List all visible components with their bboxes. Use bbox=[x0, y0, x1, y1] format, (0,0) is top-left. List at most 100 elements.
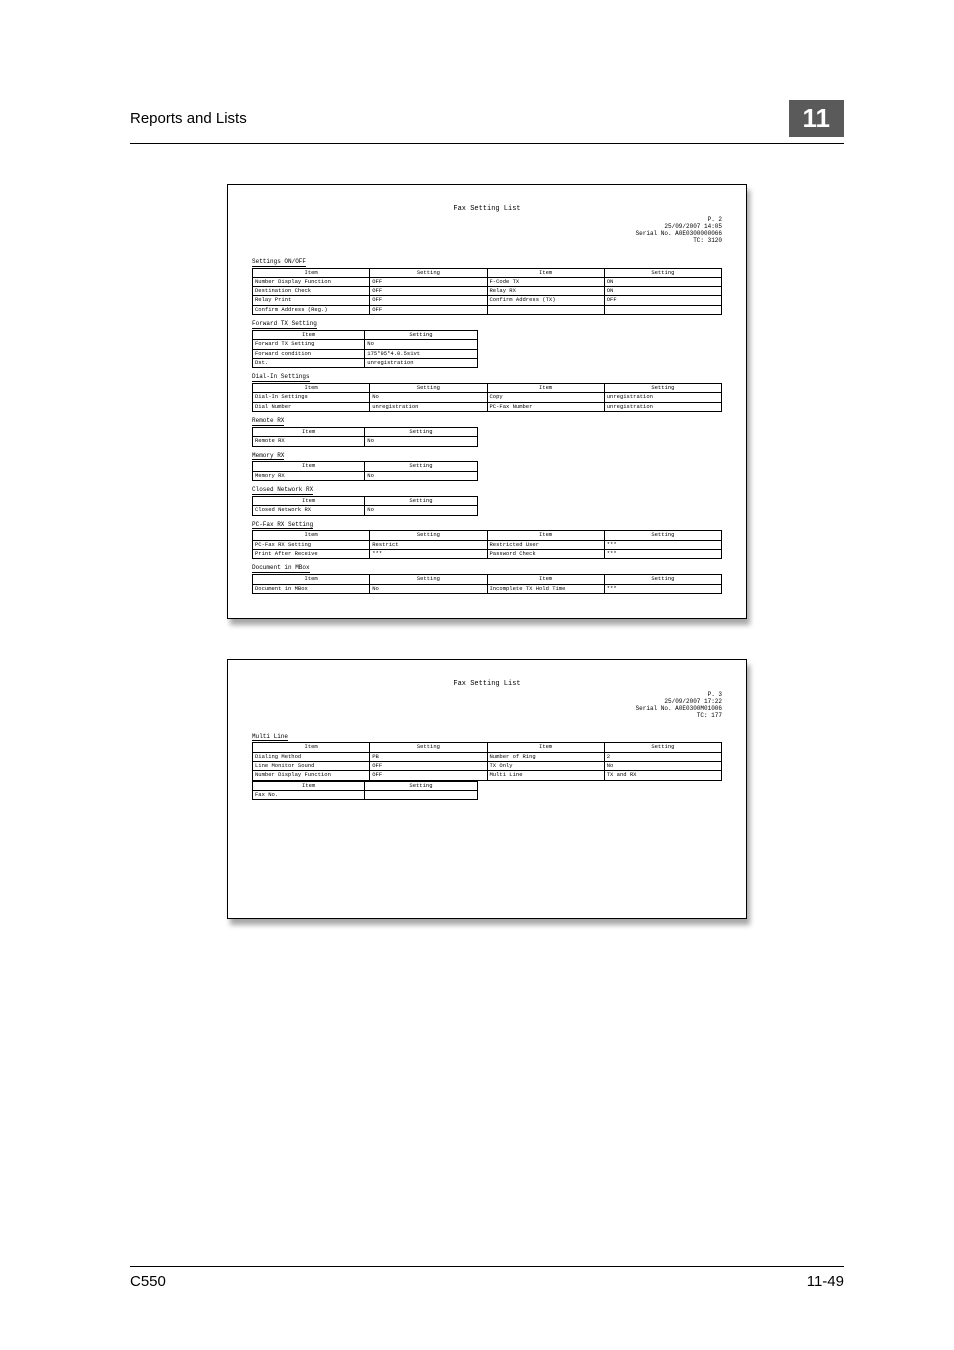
page-footer: C550 11-49 bbox=[130, 1266, 844, 1290]
column-header: Item bbox=[253, 384, 370, 393]
table-cell: Line Monitor Sound bbox=[253, 762, 370, 771]
table-cell: Confirm Address (Reg.) bbox=[253, 305, 370, 314]
table-cell: Closed Network RX bbox=[253, 506, 365, 515]
table-row: PC-Fax RX SettingRestrictRestricted User… bbox=[253, 540, 722, 549]
table-row: Line Monitor SoundOFFTX OnlyNo bbox=[253, 762, 722, 771]
table-cell: Dialing Method bbox=[253, 752, 370, 761]
table-row: Destination CheckOFFRelay RXON bbox=[253, 287, 722, 296]
table-cell bbox=[604, 305, 721, 314]
column-header: Item bbox=[253, 531, 370, 540]
table-row: Relay PrintOFFConfirm Address (TX)OFF bbox=[253, 296, 722, 305]
report2-section-label: Multi Line bbox=[252, 734, 288, 742]
report2-table: ItemSettingItemSettingDialing MethodPBNu… bbox=[252, 742, 722, 780]
table-cell: Multi Line bbox=[487, 771, 604, 780]
table-cell: Restrict bbox=[370, 540, 487, 549]
table-cell: Forward condition bbox=[253, 349, 365, 358]
table-cell: Document in MBox bbox=[253, 584, 370, 593]
report2-title: Fax Setting List bbox=[252, 680, 722, 688]
column-header: Setting bbox=[604, 575, 721, 584]
table-cell: OFF bbox=[370, 277, 487, 286]
column-header: Setting bbox=[365, 330, 477, 339]
table-row: Remote RXNo bbox=[253, 437, 478, 446]
table-cell: *** bbox=[604, 584, 721, 593]
table-cell: unregistration bbox=[370, 402, 487, 411]
table-cell: F-Code TX bbox=[487, 277, 604, 286]
table-cell: Dial Number bbox=[253, 402, 370, 411]
table-cell bbox=[365, 790, 477, 799]
column-header: Setting bbox=[365, 781, 477, 790]
column-header: Setting bbox=[365, 462, 477, 471]
table-cell: Memory RX bbox=[253, 471, 365, 480]
table-cell: No bbox=[370, 584, 487, 593]
table-row: Number Display FunctionOFFF-Code TXON bbox=[253, 277, 722, 286]
table-cell: Relay RX bbox=[487, 287, 604, 296]
table-row: Number Display FunctionOFFMulti LineTX a… bbox=[253, 771, 722, 780]
report1-meta: P. 2 25/09/2007 14:05 Serial No. A0E0300… bbox=[252, 217, 722, 245]
report1-section-label: Document in MBox bbox=[252, 565, 310, 573]
table-cell: Dial-In Settings bbox=[253, 393, 370, 402]
table-cell: ON bbox=[604, 287, 721, 296]
report1-table: ItemSettingClosed Network RXNo bbox=[252, 496, 478, 516]
column-header: Item bbox=[253, 427, 365, 436]
report2-table: ItemSettingFax No. bbox=[252, 781, 478, 801]
table-cell: Destination Check bbox=[253, 287, 370, 296]
table-cell: Fax No. bbox=[253, 790, 365, 799]
table-row: Print After Receive***Password Check*** bbox=[253, 550, 722, 559]
table-cell: *** bbox=[370, 550, 487, 559]
column-header: Item bbox=[253, 268, 370, 277]
table-cell: OFF bbox=[370, 762, 487, 771]
column-header: Item bbox=[487, 384, 604, 393]
column-header: Item bbox=[487, 743, 604, 752]
column-header: Setting bbox=[370, 384, 487, 393]
table-cell: Restricted User bbox=[487, 540, 604, 549]
fax-setting-list-p2: Fax Setting List P. 2 25/09/2007 14:05 S… bbox=[227, 184, 747, 619]
table-cell: 175*95*4.0.5s1vt bbox=[365, 349, 477, 358]
table-row: Document in MBoxNoIncomplete TX Hold Tim… bbox=[253, 584, 722, 593]
footer-model: C550 bbox=[130, 1273, 166, 1290]
table-cell: Password Check bbox=[487, 550, 604, 559]
column-header: Setting bbox=[365, 496, 477, 505]
column-header: Setting bbox=[370, 531, 487, 540]
table-cell: No bbox=[365, 506, 477, 515]
report1-section-label: Forward TX Setting bbox=[252, 321, 317, 329]
table-cell: OFF bbox=[370, 287, 487, 296]
report1-table: ItemSettingForward TX SettingNoForward c… bbox=[252, 330, 478, 368]
table-row: Dial-In SettingsNoCopyunregistration bbox=[253, 393, 722, 402]
table-cell: Forward TX Setting bbox=[253, 340, 365, 349]
column-header: Item bbox=[253, 743, 370, 752]
table-cell: unregistration bbox=[365, 358, 477, 367]
table-cell: OFF bbox=[370, 296, 487, 305]
table-cell: unregistration bbox=[604, 393, 721, 402]
table-cell: Print After Receive bbox=[253, 550, 370, 559]
column-header: Setting bbox=[604, 743, 721, 752]
report1-section-label: Remote RX bbox=[252, 418, 284, 426]
column-header: Item bbox=[487, 575, 604, 584]
report2-meta: P. 3 25/09/2007 17:22 Serial No. A0E0300… bbox=[252, 692, 722, 720]
table-cell: TX and RX bbox=[604, 771, 721, 780]
table-cell: No bbox=[370, 393, 487, 402]
table-cell bbox=[487, 305, 604, 314]
table-cell: OFF bbox=[604, 296, 721, 305]
table-cell: No bbox=[604, 762, 721, 771]
report1-section-label: Closed Network RX bbox=[252, 487, 313, 495]
table-cell: Number Display Function bbox=[253, 277, 370, 286]
table-cell: OFF bbox=[370, 305, 487, 314]
column-header: Item bbox=[253, 330, 365, 339]
report1-table: ItemSettingItemSettingDocument in MBoxNo… bbox=[252, 574, 722, 594]
header-title: Reports and Lists bbox=[130, 110, 247, 127]
page-header: Reports and Lists 11 bbox=[130, 100, 844, 144]
table-cell: Confirm Address (TX) bbox=[487, 296, 604, 305]
table-cell: *** bbox=[604, 540, 721, 549]
table-cell: PB bbox=[370, 752, 487, 761]
fax-setting-list-p3: Fax Setting List P. 3 25/09/2007 17:22 S… bbox=[227, 659, 747, 919]
table-cell: ON bbox=[604, 277, 721, 286]
column-header: Setting bbox=[370, 743, 487, 752]
table-cell: 2 bbox=[604, 752, 721, 761]
column-header: Item bbox=[487, 268, 604, 277]
report1-section-label: Dial-In Settings bbox=[252, 374, 310, 382]
column-header: Setting bbox=[604, 268, 721, 277]
table-cell: No bbox=[365, 340, 477, 349]
table-row: Dialing MethodPBNumber of Ring2 bbox=[253, 752, 722, 761]
column-header: Setting bbox=[370, 268, 487, 277]
report1-table: ItemSettingItemSettingNumber Display Fun… bbox=[252, 268, 722, 316]
